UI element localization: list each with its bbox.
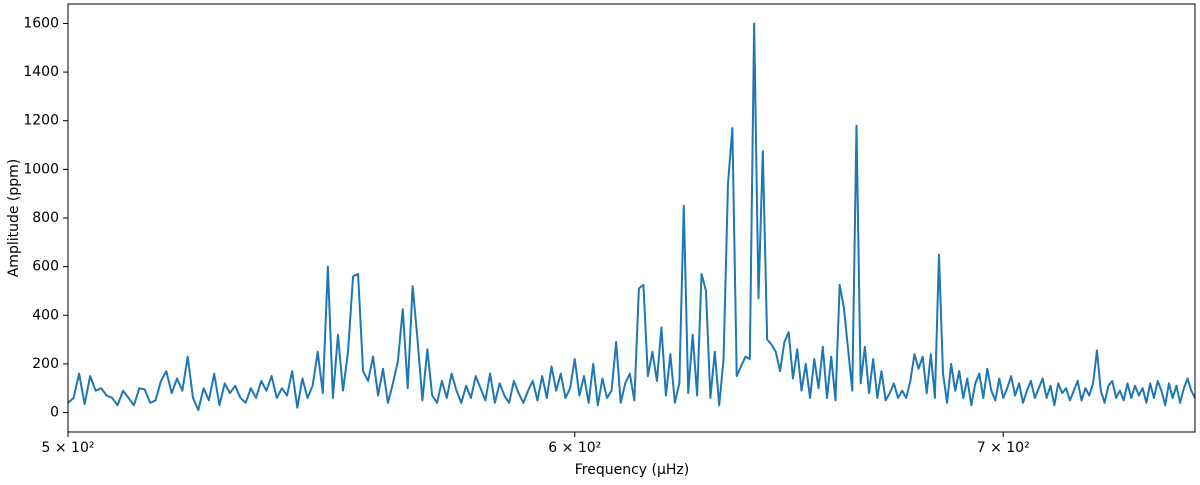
line [67, 22, 1196, 412]
x-axis-label: Frequency (μHz) [575, 462, 689, 478]
x-tick-label: 7 × 10² [977, 440, 1030, 456]
y-axis-label: Amplitude (ppm) [6, 159, 22, 278]
y-tick-label: 1200 [23, 113, 59, 129]
plot-frame [67, 3, 1196, 433]
y-tick-label: 1000 [23, 161, 59, 177]
y-tick-label: 600 [32, 259, 59, 275]
y-tick-label: 200 [32, 356, 59, 372]
x-tick-label: 5 × 10² [42, 440, 95, 456]
y-tick-label: 1600 [23, 15, 59, 31]
y-tick-label: 0 [50, 405, 59, 421]
y-tick-label: 800 [32, 210, 59, 226]
x-tick-label: 6 × 10² [548, 440, 601, 456]
y-tick-label: 400 [32, 307, 59, 323]
y-tick-label: 1400 [23, 64, 59, 80]
